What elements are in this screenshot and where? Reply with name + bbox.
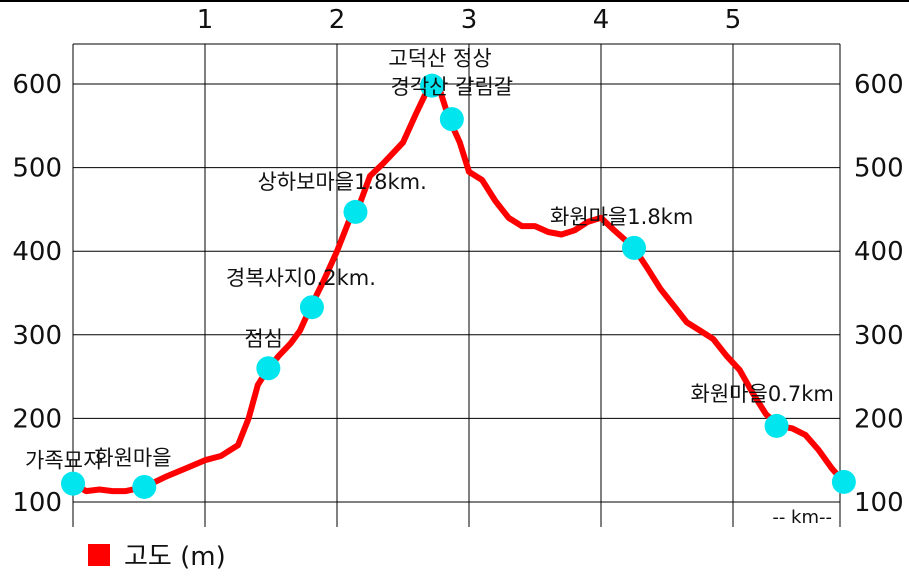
- y-tick-left-600: 600: [12, 70, 62, 100]
- y-tick-left-300: 300: [12, 321, 62, 351]
- y-tick-right-100: 100: [854, 488, 904, 518]
- waypoint-label-8: 화원마을0.7km: [691, 382, 834, 406]
- waypoint-marker-3: [299, 295, 324, 320]
- waypoint-label-0: 가족묘지: [25, 449, 102, 473]
- grid-lines: [0, 0, 909, 527]
- x-tick-2: 2: [329, 5, 346, 35]
- y-tick-right-300: 300: [854, 321, 904, 351]
- y-tick-right-200: 200: [854, 404, 904, 434]
- waypoint-label-6: 경각산 갈림갈: [391, 75, 514, 99]
- axis-ticks: 100 100 200 200 300 300 400 400 500 500 600 600 1 2 3 4…: [12, 5, 903, 518]
- waypoint-label-3: 경복사지0.2km.: [226, 266, 376, 290]
- waypoint-label-4: 상하보마을1.8km.: [257, 170, 426, 194]
- waypoint-markers: [61, 73, 856, 499]
- legend-swatch: [88, 543, 110, 566]
- x-tick-4: 4: [593, 5, 610, 35]
- waypoint-label-2: 점심: [244, 327, 283, 351]
- x-tick-5: 5: [725, 5, 742, 35]
- waypoint-marker-7: [622, 235, 646, 260]
- y-tick-right-500: 500: [854, 154, 904, 184]
- waypoint-label-7: 화원마을1.8km: [550, 205, 693, 229]
- legend: 고도 (m): [88, 536, 226, 573]
- waypoint-marker-9: [831, 469, 856, 494]
- waypoint-label-5: 고덕산 정상: [388, 47, 491, 71]
- y-tick-right-600: 600: [854, 70, 904, 100]
- y-tick-right-400: 400: [854, 237, 904, 267]
- elevation-line: [70, 82, 847, 495]
- x-tick-3: 3: [461, 5, 478, 35]
- x-tick-1: 1: [197, 5, 214, 35]
- waypoint-marker-0: [61, 471, 85, 496]
- waypoint-marker-1: [132, 474, 157, 499]
- y-tick-left-500: 500: [12, 154, 62, 184]
- x-unit-label: -- km--: [772, 507, 832, 528]
- waypoint-marker-6: [439, 107, 464, 132]
- legend-label: 고도 (m): [124, 542, 226, 572]
- y-tick-left-200: 200: [12, 404, 62, 434]
- waypoint-marker-5: [420, 73, 445, 98]
- y-tick-left-400: 400: [12, 237, 62, 267]
- waypoint-marker-8: [764, 413, 789, 438]
- waypoint-marker-4: [343, 199, 368, 224]
- waypoint-marker-2: [256, 356, 281, 381]
- y-tick-left-100: 100: [12, 488, 62, 518]
- waypoint-label-1: 화원마을: [94, 446, 171, 470]
